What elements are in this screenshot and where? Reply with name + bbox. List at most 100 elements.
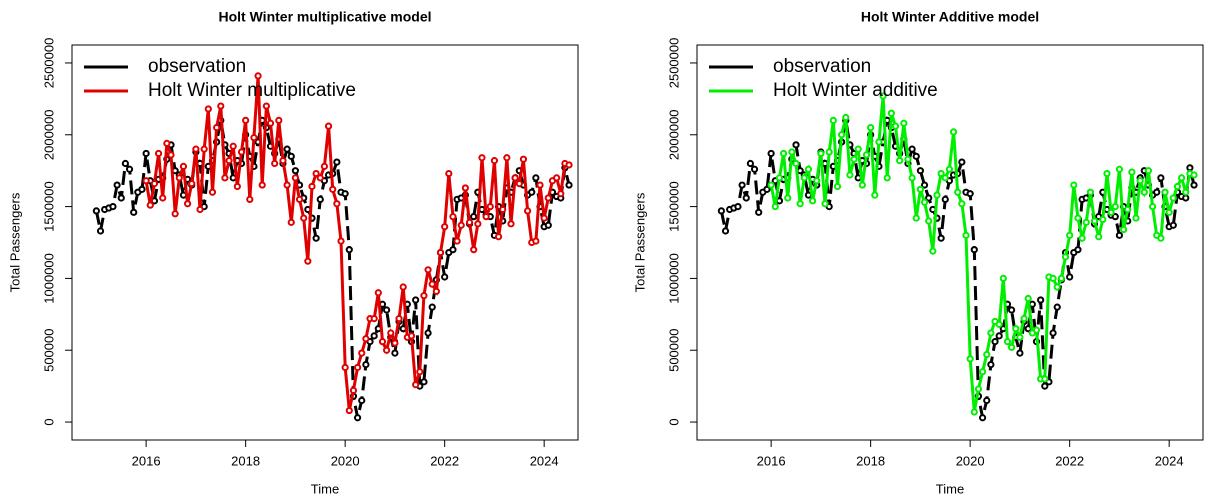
- data-point: [428, 280, 436, 288]
- data-point: [370, 332, 378, 340]
- data-point: [1012, 325, 1020, 333]
- data-point: [1066, 273, 1074, 281]
- data-point: [941, 195, 949, 204]
- data-point: [1115, 165, 1124, 173]
- data-point: [536, 181, 544, 189]
- x-tick-label: 2018: [856, 453, 885, 468]
- data-point: [1032, 326, 1041, 334]
- data-point: [970, 408, 978, 416]
- data-point: [916, 167, 924, 175]
- data-point: [353, 363, 362, 372]
- y-axis-label: Total Passengers: [632, 192, 647, 292]
- data-point: [817, 149, 825, 158]
- data-point: [412, 381, 420, 389]
- data-point: [1182, 188, 1190, 196]
- data-point: [362, 335, 370, 343]
- data-point: [142, 177, 150, 185]
- data-point: [1053, 283, 1061, 291]
- data-point: [1103, 169, 1111, 178]
- data-point: [775, 174, 784, 182]
- data-point: [441, 273, 449, 281]
- data-point: [237, 148, 246, 156]
- data-point: [804, 165, 813, 173]
- data-point: [829, 116, 837, 125]
- data-point: [416, 368, 424, 376]
- data-point: [532, 174, 540, 182]
- data-point: [130, 208, 138, 216]
- data-point: [792, 159, 800, 168]
- data-point: [532, 237, 540, 245]
- data-point: [436, 248, 445, 257]
- data-point: [229, 142, 237, 150]
- data-point: [771, 202, 779, 211]
- data-point: [146, 201, 154, 209]
- data-point: [341, 190, 349, 198]
- y-tick-label: 1000000: [666, 253, 681, 304]
- data-point: [1136, 177, 1144, 185]
- data-point: [792, 141, 800, 149]
- data-point: [887, 109, 895, 117]
- x-tick-label: 2020: [331, 453, 360, 468]
- data-point: [796, 200, 804, 208]
- data-point: [519, 155, 528, 163]
- data-point: [850, 155, 858, 163]
- data-point: [767, 149, 775, 158]
- data-point: [441, 223, 449, 231]
- data-point: [1107, 208, 1115, 216]
- x-tick-label: 2016: [757, 453, 786, 468]
- data-point: [432, 287, 440, 295]
- data-point: [150, 180, 159, 188]
- data-point: [138, 185, 146, 193]
- data-point: [966, 190, 974, 198]
- data-point: [208, 188, 217, 196]
- data-point: [565, 181, 573, 189]
- data-point: [1148, 202, 1157, 211]
- data-point: [1016, 349, 1024, 357]
- data-point: [449, 246, 457, 254]
- data-point: [1024, 294, 1032, 303]
- x-axis-label: Time: [311, 481, 339, 495]
- data-point: [896, 157, 904, 165]
- y-tick-label: 500000: [41, 329, 56, 372]
- data-point: [717, 207, 725, 215]
- data-point: [507, 220, 515, 228]
- data-point: [891, 122, 900, 130]
- y-tick-label: 2000000: [41, 109, 56, 160]
- data-point: [179, 162, 188, 170]
- data-point: [258, 181, 266, 189]
- data-point: [154, 149, 163, 158]
- y-axis-label: Total Passengers: [7, 192, 22, 292]
- legend-label: Holt Winter multiplicative: [148, 80, 356, 101]
- data-point: [978, 368, 987, 376]
- data-point: [142, 149, 150, 158]
- data-point: [109, 202, 117, 211]
- data-point: [424, 329, 432, 337]
- data-point: [271, 159, 279, 168]
- data-point: [813, 177, 821, 185]
- x-tick-label: 2016: [132, 453, 161, 468]
- data-point: [553, 174, 561, 182]
- data-point: [742, 194, 750, 202]
- data-point: [266, 119, 275, 127]
- data-point: [125, 165, 134, 173]
- data-point: [275, 116, 283, 125]
- data-point: [871, 191, 879, 199]
- data-point: [991, 338, 999, 346]
- data-point: [966, 355, 974, 363]
- data-point: [345, 246, 353, 254]
- data-point: [1082, 218, 1090, 226]
- data-point: [949, 128, 958, 136]
- data-point: [1049, 274, 1057, 283]
- data-point: [242, 116, 250, 125]
- data-point: [291, 167, 299, 175]
- data-point: [995, 332, 1003, 340]
- data-point: [929, 247, 937, 255]
- data-point: [1095, 233, 1103, 241]
- data-point: [987, 329, 995, 337]
- data-point: [999, 274, 1007, 283]
- data-point: [1157, 174, 1165, 182]
- data-point: [287, 218, 295, 226]
- data-point: [983, 396, 991, 405]
- data-point: [370, 315, 378, 323]
